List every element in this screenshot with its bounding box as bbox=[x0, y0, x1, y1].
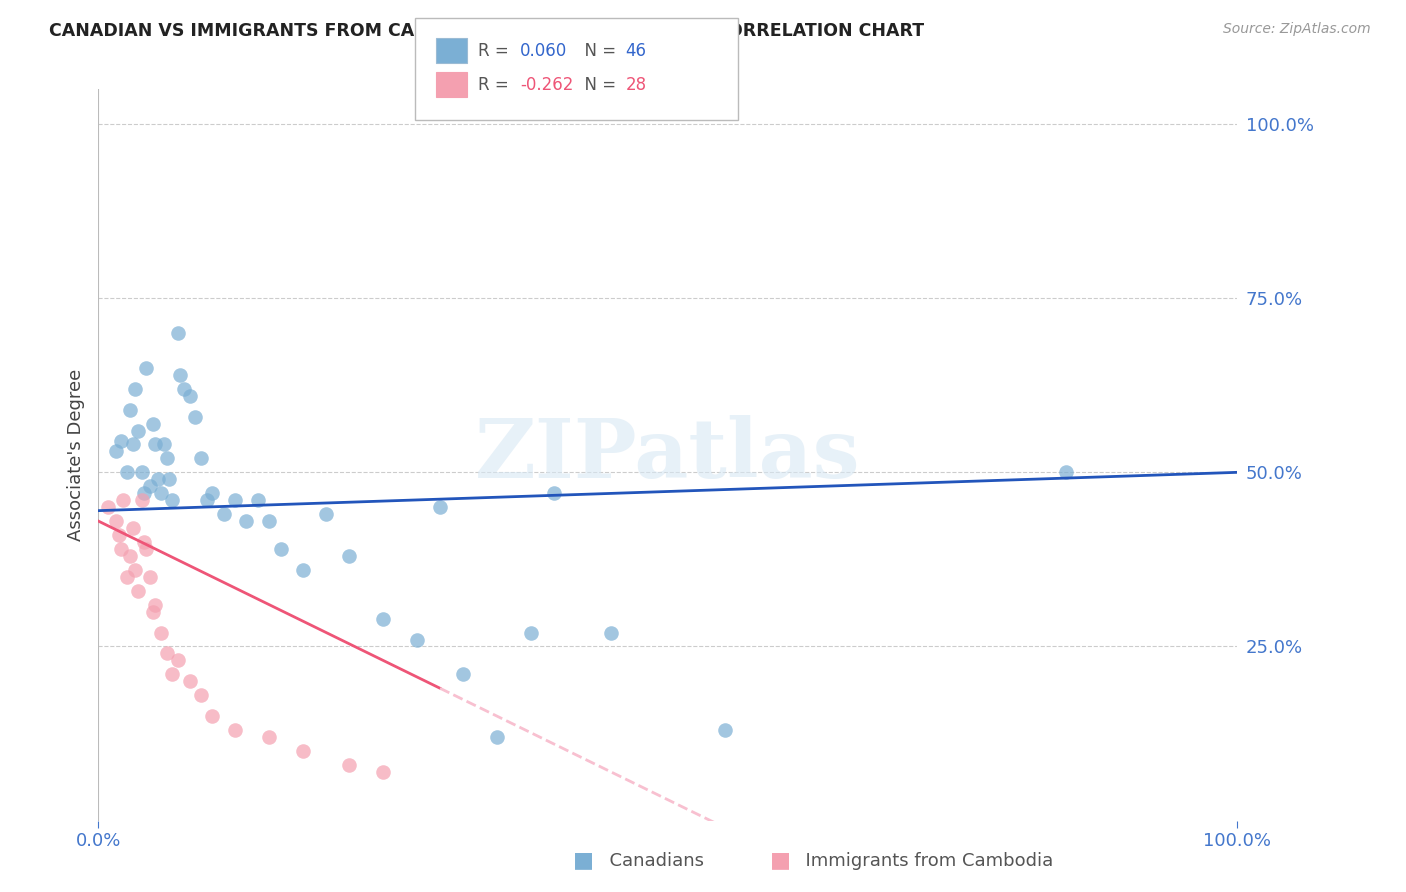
Point bbox=[146, 472, 169, 486]
Text: 28: 28 bbox=[626, 76, 647, 94]
Point bbox=[259, 730, 281, 744]
Point bbox=[120, 549, 142, 563]
Point bbox=[259, 514, 281, 528]
Point bbox=[190, 688, 212, 702]
Point bbox=[112, 493, 135, 508]
Point bbox=[108, 528, 131, 542]
Point bbox=[104, 444, 127, 458]
Point bbox=[337, 549, 360, 563]
Point bbox=[138, 570, 160, 584]
Point bbox=[131, 493, 153, 508]
Point bbox=[543, 486, 565, 500]
Point bbox=[246, 493, 269, 508]
Point bbox=[600, 625, 623, 640]
Point bbox=[115, 466, 138, 480]
Text: N =: N = bbox=[574, 76, 621, 94]
Point bbox=[486, 730, 509, 744]
Text: R =: R = bbox=[478, 42, 515, 60]
Text: -0.262: -0.262 bbox=[520, 76, 574, 94]
Point bbox=[132, 535, 155, 549]
Point bbox=[142, 417, 165, 431]
Point bbox=[157, 472, 180, 486]
Y-axis label: Associate's Degree: Associate's Degree bbox=[66, 368, 84, 541]
Point bbox=[127, 424, 149, 438]
Point bbox=[406, 632, 429, 647]
Point bbox=[96, 500, 118, 515]
Point bbox=[145, 598, 167, 612]
Point bbox=[162, 667, 184, 681]
Point bbox=[235, 514, 257, 528]
Point bbox=[156, 647, 179, 661]
Point bbox=[127, 583, 149, 598]
Text: Source: ZipAtlas.com: Source: ZipAtlas.com bbox=[1223, 22, 1371, 37]
Point bbox=[156, 451, 179, 466]
Point bbox=[120, 402, 142, 417]
Point bbox=[115, 570, 138, 584]
Point bbox=[150, 486, 173, 500]
Text: ■: ■ bbox=[770, 850, 790, 870]
Text: N =: N = bbox=[574, 42, 621, 60]
Point bbox=[429, 500, 451, 515]
Point bbox=[135, 541, 157, 556]
Text: Canadians: Canadians bbox=[598, 852, 703, 870]
Point bbox=[371, 612, 394, 626]
Point bbox=[150, 625, 173, 640]
Point bbox=[201, 709, 224, 723]
Point bbox=[124, 563, 146, 577]
Point bbox=[110, 434, 132, 448]
Point bbox=[292, 563, 315, 577]
Point bbox=[224, 493, 246, 508]
Point bbox=[132, 486, 155, 500]
Point bbox=[142, 605, 165, 619]
Point bbox=[110, 541, 132, 556]
Point bbox=[138, 479, 160, 493]
Point bbox=[520, 625, 543, 640]
Point bbox=[173, 382, 195, 396]
Point bbox=[184, 409, 207, 424]
Text: R =: R = bbox=[478, 76, 515, 94]
Text: ZIPatlas: ZIPatlas bbox=[475, 415, 860, 495]
Point bbox=[337, 758, 360, 772]
Point bbox=[451, 667, 474, 681]
Point bbox=[104, 514, 127, 528]
Point bbox=[153, 437, 176, 451]
Point bbox=[371, 764, 394, 779]
Point bbox=[315, 507, 337, 521]
Point bbox=[201, 486, 224, 500]
Point bbox=[212, 507, 235, 521]
Point bbox=[292, 744, 315, 758]
Text: 46: 46 bbox=[626, 42, 647, 60]
Point bbox=[131, 466, 153, 480]
Point bbox=[169, 368, 191, 382]
Text: 0.060: 0.060 bbox=[520, 42, 568, 60]
Point bbox=[270, 541, 292, 556]
Point bbox=[179, 674, 201, 689]
Point bbox=[121, 437, 143, 451]
Text: ■: ■ bbox=[574, 850, 593, 870]
Point bbox=[1054, 466, 1078, 480]
Point bbox=[224, 723, 246, 737]
Text: CANADIAN VS IMMIGRANTS FROM CAMBODIA ASSOCIATE'S DEGREE CORRELATION CHART: CANADIAN VS IMMIGRANTS FROM CAMBODIA ASS… bbox=[49, 22, 924, 40]
Point bbox=[179, 389, 201, 403]
Point bbox=[145, 437, 167, 451]
Point bbox=[167, 326, 190, 340]
Point bbox=[195, 493, 218, 508]
Point bbox=[124, 382, 146, 396]
Point bbox=[167, 653, 190, 667]
Point bbox=[714, 723, 737, 737]
Text: Immigrants from Cambodia: Immigrants from Cambodia bbox=[794, 852, 1053, 870]
Point bbox=[162, 493, 184, 508]
Point bbox=[135, 360, 157, 375]
Point bbox=[121, 521, 143, 535]
Point bbox=[190, 451, 212, 466]
